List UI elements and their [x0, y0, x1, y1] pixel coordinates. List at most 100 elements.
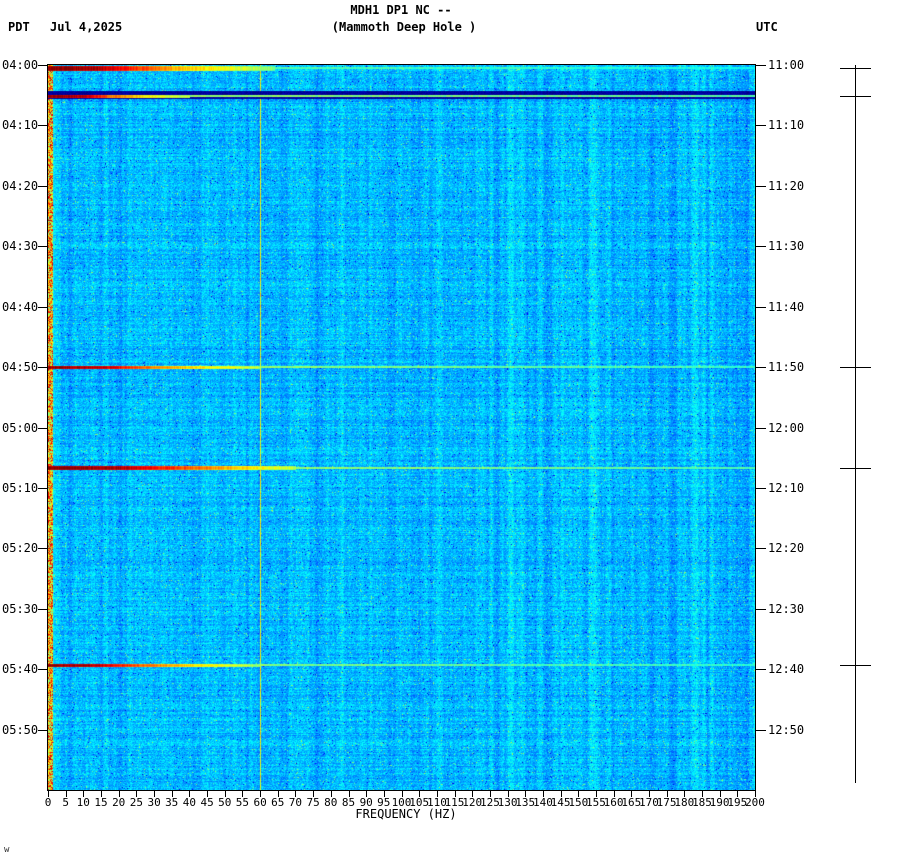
x-axis-label: 50	[218, 796, 232, 809]
x-axis-tick	[666, 791, 668, 797]
y-axis-label-left: 05:10	[2, 480, 39, 495]
y-axis-tick-left	[38, 608, 48, 610]
x-axis-tick	[436, 791, 438, 797]
x-axis-label: 105	[409, 796, 430, 809]
y-axis-tick-left	[38, 65, 48, 66]
x-axis-tick	[48, 791, 49, 797]
x-axis-label: 195	[727, 796, 748, 809]
x-axis-tick	[366, 791, 368, 797]
x-axis-label: 135	[515, 796, 536, 809]
x-axis-label: 140	[532, 796, 553, 809]
y-axis-label-left: 05:00	[2, 420, 39, 435]
x-axis-tick	[631, 791, 633, 797]
x-axis-label: 175	[656, 796, 677, 809]
x-axis-tick	[684, 791, 686, 797]
x-axis-tick	[348, 791, 350, 797]
y-axis-label-right: 12:00	[768, 420, 805, 435]
y-axis-label-left: 05:40	[2, 662, 39, 677]
y-axis-label-right: 12:40	[768, 662, 805, 677]
x-axis-label: 130	[497, 796, 518, 809]
x-axis-label: 185	[692, 796, 712, 809]
x-axis-tick	[702, 791, 703, 797]
x-axis-tick	[507, 791, 509, 797]
y-axis-tick-right	[756, 548, 766, 550]
y-axis-tick-left	[38, 487, 48, 489]
y-axis-tick-right	[756, 669, 766, 671]
x-axis-label: 80	[324, 796, 338, 809]
x-axis-tick	[719, 791, 721, 797]
y-axis-label-right: 12:30	[768, 601, 805, 616]
y-axis-label-left: 05:20	[2, 541, 39, 556]
y-axis-label-right: 12:20	[768, 541, 805, 556]
x-axis-label: 170	[638, 796, 659, 809]
y-axis-label-right: 12:10	[768, 480, 805, 495]
y-axis-label-left: 04:10	[2, 118, 39, 133]
x-axis-label: 5	[62, 796, 69, 809]
y-axis-label-left: 04:20	[2, 178, 39, 193]
y-axis-label-right: 11:50	[768, 360, 805, 375]
x-axis-tick	[189, 791, 191, 797]
y-axis-label-left: 05:50	[2, 722, 39, 737]
x-axis-tick	[560, 791, 562, 797]
x-axis-label: 30	[147, 796, 161, 809]
y-axis-tick-left	[38, 125, 48, 127]
x-axis-label: 160	[603, 796, 624, 809]
x-axis-tick	[224, 791, 226, 797]
station-subtitle: (Mammoth Deep Hole )	[331, 20, 477, 34]
y-axis-tick-left	[38, 548, 48, 550]
x-axis-label: 115	[444, 796, 465, 809]
x-axis-label: 45	[200, 796, 214, 809]
x-axis-label: 110	[426, 796, 447, 809]
y-axis-label-right: 12:50	[768, 722, 805, 737]
x-axis-tick	[277, 791, 279, 797]
y-axis-tick-left	[38, 246, 48, 248]
x-axis-label: 150	[568, 796, 589, 809]
y-axis-label-left: 04:50	[2, 360, 39, 375]
event-marker-tick	[840, 467, 871, 469]
x-axis-label: 200	[745, 796, 765, 809]
x-axis-tick	[489, 791, 491, 797]
x-axis-label: 25	[129, 796, 144, 809]
x-axis-label: 70	[288, 796, 303, 809]
x-axis-tick	[383, 791, 385, 797]
x-axis-label: 125	[479, 796, 500, 809]
x-axis-label: 155	[585, 796, 606, 809]
y-axis-label-left: 04:40	[2, 299, 39, 314]
x-axis-label: 180	[674, 796, 695, 809]
x-axis-label: 165	[621, 796, 642, 809]
y-axis-tick-right	[756, 306, 766, 308]
timezone-left-label: PDT	[8, 20, 30, 34]
y-axis-tick-right	[756, 125, 766, 127]
y-axis-tick-left	[38, 669, 48, 671]
y-axis-label-left: 04:00	[2, 58, 39, 72]
x-axis-tick	[207, 791, 209, 797]
x-axis-label: 20	[112, 796, 126, 809]
spectrogram-canvas	[47, 64, 756, 791]
y-axis-tick-left	[38, 306, 48, 308]
x-axis-tick	[419, 791, 421, 797]
event-marker-tick	[840, 67, 871, 69]
y-axis-label-right: 11:00	[768, 58, 805, 72]
y-axis-tick-left	[38, 427, 48, 429]
x-axis-tick	[472, 791, 474, 797]
y-axis-tick-left	[38, 729, 48, 731]
x-axis-tick	[648, 791, 650, 797]
y-axis-tick-left	[38, 367, 48, 369]
y-axis-label-right: 11:30	[768, 239, 805, 254]
y-axis-tick-right	[756, 427, 766, 429]
x-axis-label: 60	[253, 796, 267, 809]
x-axis-tick	[578, 791, 580, 797]
x-axis-tick	[242, 791, 244, 797]
x-axis-tick	[613, 791, 615, 797]
x-axis-label: 75	[306, 796, 320, 809]
y-axis-tick-right	[756, 246, 766, 248]
x-axis-tick	[737, 791, 739, 797]
x-axis-label: 10	[76, 796, 90, 809]
x-axis-tick	[525, 791, 527, 797]
event-marker-bar	[855, 65, 856, 783]
y-axis-tick-right	[756, 608, 766, 610]
x-axis-tick	[313, 791, 315, 797]
x-axis-label: 90	[359, 796, 373, 809]
x-axis-tick	[595, 791, 597, 797]
